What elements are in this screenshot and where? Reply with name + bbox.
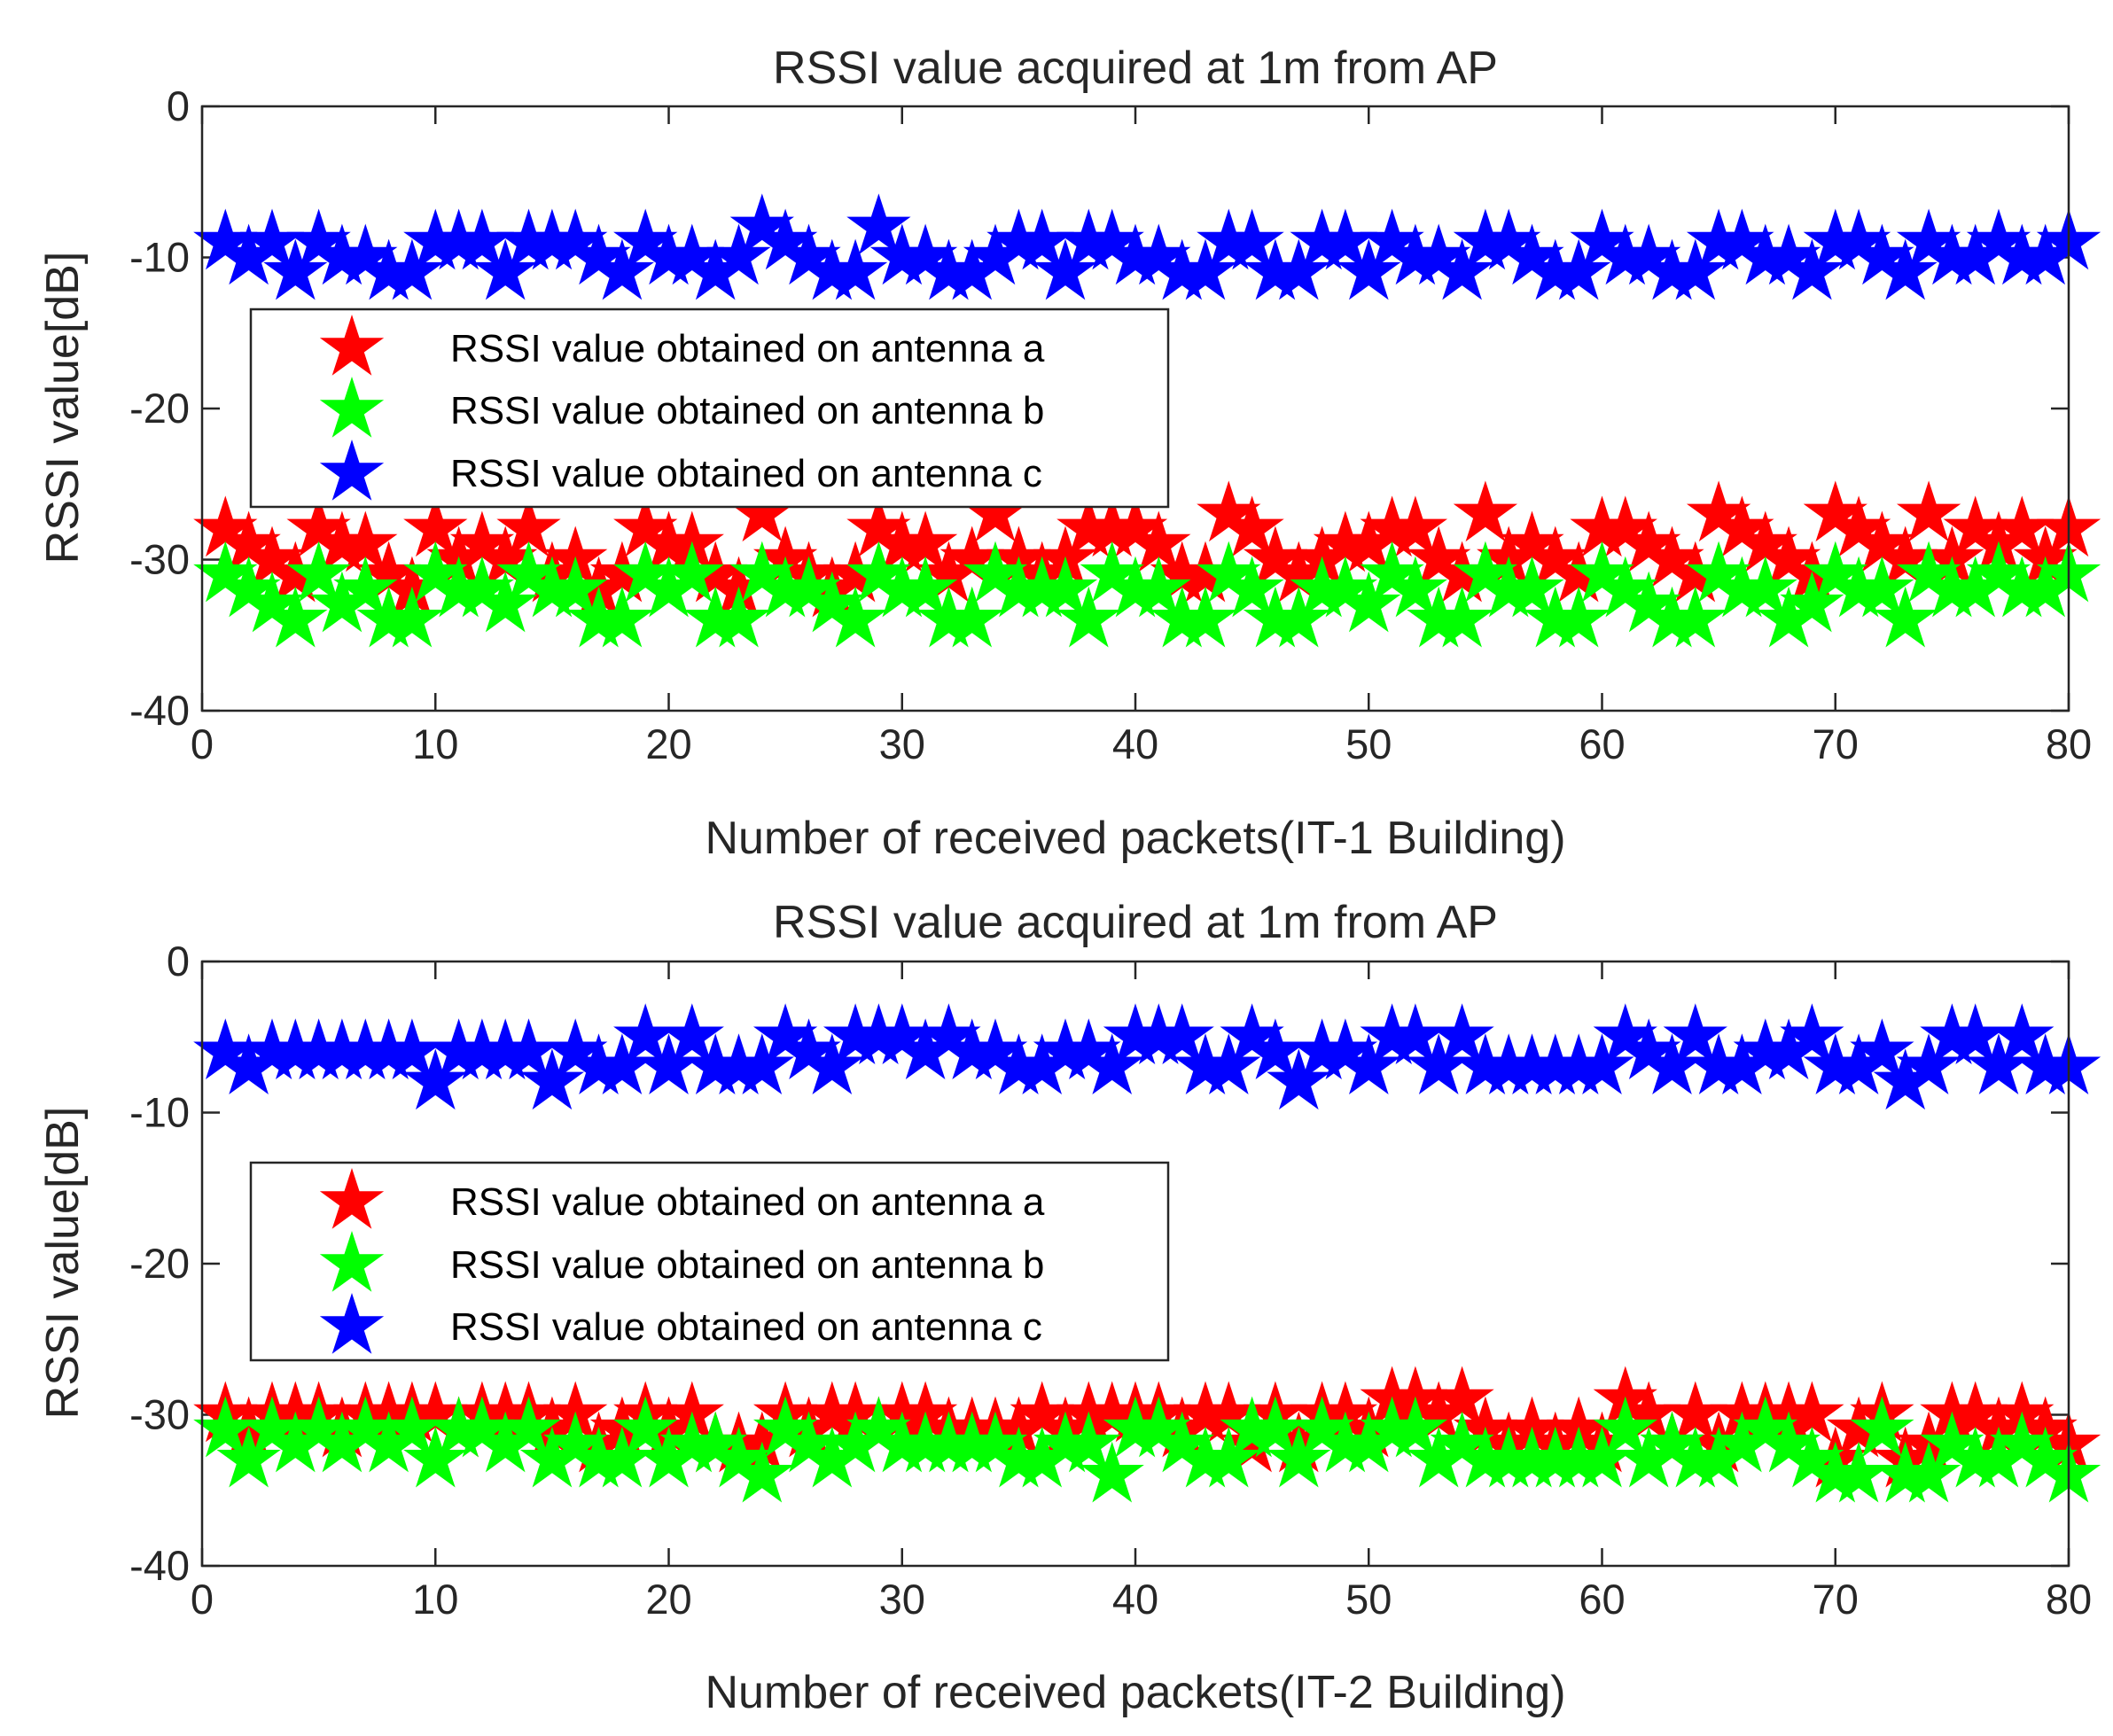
legend-label-a: RSSI value obtained on antenna a [450, 1180, 1045, 1224]
x-tick-label: 80 [2046, 1576, 2092, 1623]
legend-label-c: RSSI value obtained on antenna c [450, 1305, 1042, 1349]
x-axis-label: Number of received packets(IT-1 Building… [705, 813, 1565, 864]
axis-ticks: 0 10 20 30 40 50 60 70 80 0 -10 -20 -30 -40 [129, 82, 2092, 767]
x-tick-label: 40 [1112, 1576, 1158, 1623]
axis-ticks: 0 10 20 30 40 50 60 70 80 0 -10 -20 -30 -40 [129, 938, 2092, 1623]
y-tick-label: -10 [129, 1089, 190, 1136]
x-tick-label: 30 [879, 720, 925, 767]
x-axis-label: Number of received packets(IT-2 Building… [705, 1667, 1565, 1718]
chart-title: RSSI value acquired at 1m from AP [773, 43, 1498, 94]
y-tick-label: -10 [129, 234, 190, 281]
x-tick-label: 20 [645, 1576, 691, 1623]
x-tick-label: 60 [1579, 720, 1625, 767]
x-tick-label: 40 [1112, 720, 1158, 767]
x-tick-label: 50 [1345, 1576, 1392, 1623]
x-tick-label: 60 [1579, 1576, 1625, 1623]
y-tick-label: -40 [129, 687, 190, 734]
legend-box [249, 307, 1170, 509]
plot-area [200, 960, 2070, 1568]
y-tick-label: 0 [167, 82, 190, 129]
y-tick-label: -40 [129, 1542, 190, 1589]
legend-label-b: RSSI value obtained on antenna b [450, 1243, 1044, 1287]
legend-box [249, 1161, 1170, 1362]
x-tick-label: 10 [412, 720, 458, 767]
legend-entry-c: RSSI value obtained on antenna c [319, 1293, 1042, 1354]
x-tick-label: 50 [1345, 720, 1392, 767]
y-tick-label: -20 [129, 1240, 190, 1287]
x-tick-label: 0 [191, 1576, 214, 1623]
legend: RSSI value obtained on antenna a RSSI va… [249, 307, 1170, 509]
legend: RSSI value obtained on antenna a RSSI va… [249, 1161, 1170, 1362]
chart-panel-1: RSSI value acquired at 1m from AP RSSI v… [37, 43, 2101, 864]
y-tick-label: -30 [129, 1391, 190, 1438]
legend-entry-a: RSSI value obtained on antenna a [319, 1168, 1045, 1229]
legend-label-c: RSSI value obtained on antenna c [450, 452, 1042, 495]
y-axis-label: RSSI value[dB] [37, 252, 89, 564]
legend-entry-c: RSSI value obtained on antenna c [319, 440, 1042, 501]
x-tick-label: 80 [2046, 720, 2092, 767]
x-tick-label: 0 [191, 720, 214, 767]
chart-title: RSSI value acquired at 1m from AP [773, 897, 1498, 948]
legend-entry-b: RSSI value obtained on antenna b [319, 377, 1044, 438]
legend-entry-b: RSSI value obtained on antenna b [319, 1231, 1044, 1292]
legend-entry-a: RSSI value obtained on antenna a [319, 315, 1045, 376]
chart-panel-2: RSSI value acquired at 1m from AP RSSI v… [37, 897, 2101, 1718]
y-tick-label: 0 [167, 938, 190, 985]
plot-area [200, 105, 2070, 712]
x-tick-label: 10 [412, 1576, 458, 1623]
x-tick-label: 30 [879, 1576, 925, 1623]
y-tick-label: -30 [129, 536, 190, 583]
x-tick-label: 20 [645, 720, 691, 767]
x-tick-label: 70 [1813, 1576, 1859, 1623]
x-tick-label: 70 [1813, 720, 1859, 767]
y-tick-label: -20 [129, 385, 190, 432]
legend-label-a: RSSI value obtained on antenna a [450, 327, 1045, 370]
legend-label-b: RSSI value obtained on antenna b [450, 389, 1044, 432]
y-axis-label: RSSI value[dB] [37, 1107, 89, 1420]
